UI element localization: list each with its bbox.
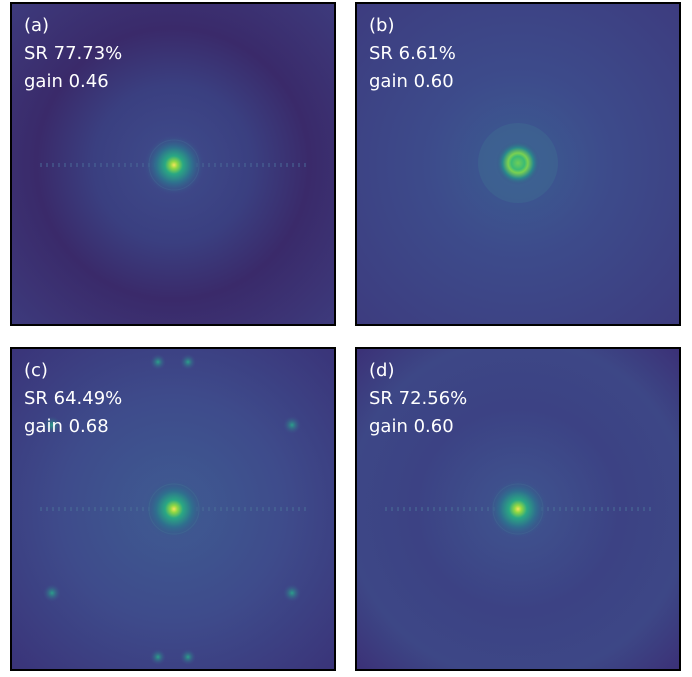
panel: (a) SR 77.73% gain 0.46	[11, 3, 335, 325]
psf-core	[144, 479, 204, 539]
panel-label: (c)	[24, 360, 48, 381]
panel-label: (b)	[369, 15, 394, 36]
figure: (a) SR 77.73% gain 0.46 (b) SR 6.61% gai…	[0, 0, 692, 673]
strehl-ratio: SR 6.61%	[369, 43, 456, 64]
strehl-ratio: SR 64.49%	[24, 388, 122, 409]
gain: gain 0.60	[369, 71, 454, 92]
psf-core	[144, 135, 204, 195]
psf-core	[488, 479, 548, 539]
panel-label: (d)	[369, 360, 394, 381]
panel: (b) SR 6.61% gain 0.60	[356, 3, 680, 325]
gain: gain 0.46	[24, 71, 109, 92]
strehl-ratio: SR 77.73%	[24, 43, 122, 64]
page: (a) SR 77.73% gain 0.46 (b) SR 6.61% gai…	[0, 0, 692, 673]
panel: (d) SR 72.56% gain 0.60	[356, 348, 680, 670]
gain: gain 0.60	[369, 416, 454, 437]
panel-label: (a)	[24, 15, 49, 36]
strehl-ratio: SR 72.56%	[369, 388, 467, 409]
panel: (c) SR 64.49% gain 0.68	[11, 348, 335, 670]
gain: gain 0.68	[24, 416, 109, 437]
psf-core	[496, 141, 540, 185]
